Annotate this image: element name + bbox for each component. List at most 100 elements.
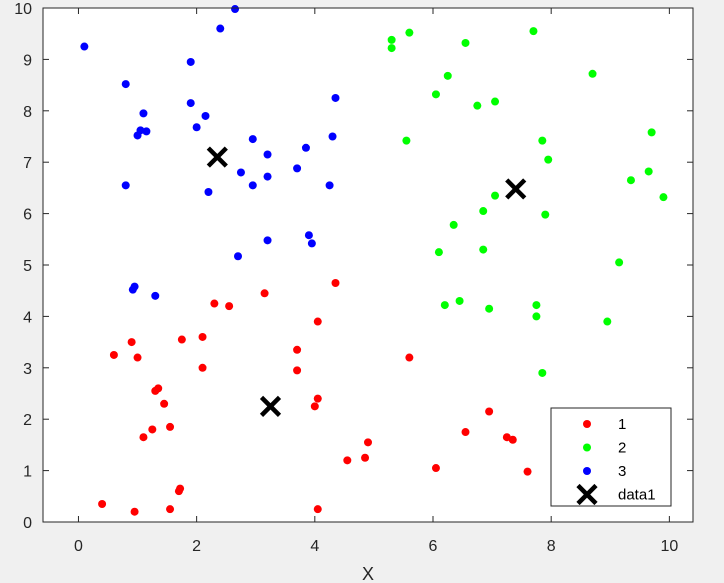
data-point-series-2 xyxy=(626,176,635,185)
data-point-series-2 xyxy=(485,304,494,313)
data-point-series-1 xyxy=(461,428,470,437)
data-points xyxy=(80,5,668,516)
data-point-series-1 xyxy=(361,453,370,462)
y-tick-label: 10 xyxy=(14,1,32,18)
data-point-series-2 xyxy=(449,220,458,229)
data-point-series-3 xyxy=(234,252,242,261)
data-point-series-2 xyxy=(588,69,597,78)
data-point-series-3 xyxy=(139,109,148,118)
centroid-marker xyxy=(206,146,228,168)
data-point-series-3 xyxy=(231,5,240,14)
y-tick-label: 5 xyxy=(23,258,32,275)
data-point-series-1 xyxy=(166,422,175,431)
data-point-series-1 xyxy=(139,433,148,442)
y-tick-label: 3 xyxy=(23,361,32,378)
x-tick-label: 8 xyxy=(547,538,556,555)
legend: 1 2 3 data1 xyxy=(550,407,672,507)
data-point-series-3 xyxy=(192,123,201,132)
legend-label: data1 xyxy=(618,487,656,504)
data-point-series-3 xyxy=(121,80,130,89)
data-point-series-1 xyxy=(176,484,185,493)
centroid-marker xyxy=(259,395,282,417)
legend-label: 1 xyxy=(618,416,626,433)
data-point-series-1 xyxy=(210,299,219,308)
data-point-series-3 xyxy=(186,57,195,66)
y-tick-label: 6 xyxy=(23,207,32,224)
legend-label: 2 xyxy=(618,440,626,457)
data-point-series-3 xyxy=(201,111,210,120)
data-point-series-1 xyxy=(485,407,494,416)
data-point-series-2 xyxy=(440,301,449,310)
data-point-series-3 xyxy=(263,150,272,159)
data-point-series-1 xyxy=(151,386,160,395)
data-point-series-1 xyxy=(508,435,517,444)
x-axis-label: X xyxy=(362,564,374,583)
data-point-series-2 xyxy=(455,296,464,305)
legend-marker-1 xyxy=(583,420,591,428)
data-point-series-3 xyxy=(236,168,245,177)
data-point-series-2 xyxy=(387,35,396,44)
data-point-series-1 xyxy=(98,500,107,509)
x-tick-label: 6 xyxy=(429,538,438,555)
data-point-series-1 xyxy=(225,302,234,311)
data-point-series-2 xyxy=(431,90,440,99)
data-point-series-1 xyxy=(109,350,118,359)
data-point-series-2 xyxy=(532,301,541,310)
data-point-series-2 xyxy=(473,101,482,110)
data-point-series-2 xyxy=(644,167,653,176)
y-tick-label: 8 xyxy=(23,104,32,121)
data-point-series-3 xyxy=(133,131,142,140)
data-point-series-2 xyxy=(532,312,541,321)
data-point-series-1 xyxy=(166,505,175,514)
y-tick-label: 9 xyxy=(23,52,32,69)
data-point-series-2 xyxy=(615,258,624,267)
data-point-series-3 xyxy=(304,231,313,240)
data-point-series-1 xyxy=(260,289,269,298)
data-point-series-3 xyxy=(186,99,195,108)
data-point-series-1 xyxy=(431,464,440,473)
y-tick-label: 0 xyxy=(23,515,32,532)
data-point-series-3 xyxy=(216,24,225,33)
data-point-series-1 xyxy=(293,366,302,375)
data-point-series-2 xyxy=(659,193,668,202)
axis-ticks: 0 2 4 6 8 10 0 1 2 3 4 5 6 7 8 9 10 xyxy=(14,1,693,555)
data-point-series-2 xyxy=(434,248,443,257)
legend-marker-data1 xyxy=(576,483,598,506)
x-tick-label: 0 xyxy=(74,538,83,555)
data-point-series-3 xyxy=(142,127,151,136)
y-tick-label: 7 xyxy=(23,155,32,172)
data-point-series-3 xyxy=(80,42,89,51)
data-point-series-1 xyxy=(310,402,319,411)
data-point-series-2 xyxy=(491,97,500,106)
data-point-series-3 xyxy=(307,239,316,248)
data-point-series-3 xyxy=(263,172,272,181)
data-point-series-2 xyxy=(538,368,547,377)
data-point-series-3 xyxy=(204,188,213,197)
data-point-series-1 xyxy=(331,278,340,287)
data-point-series-3 xyxy=(325,181,334,190)
data-point-series-2 xyxy=(544,155,553,164)
data-point-series-1 xyxy=(148,425,157,434)
data-point-series-2 xyxy=(461,38,470,47)
y-tick-label: 2 xyxy=(23,412,32,429)
data-point-series-2 xyxy=(491,191,500,200)
data-point-series-1 xyxy=(364,438,372,447)
data-point-series-1 xyxy=(343,456,352,465)
data-point-series-3 xyxy=(293,164,302,173)
legend-marker-2 xyxy=(583,443,591,452)
data-point-series-2 xyxy=(402,136,411,145)
data-point-series-1 xyxy=(523,467,532,476)
y-tick-label: 4 xyxy=(23,309,32,326)
data-point-series-2 xyxy=(541,210,550,219)
data-point-series-2 xyxy=(603,317,612,326)
centroid-marker xyxy=(505,178,527,200)
data-point-series-1 xyxy=(133,353,142,362)
data-point-series-2 xyxy=(387,44,396,53)
x-tick-label: 2 xyxy=(192,538,201,555)
y-tick-label: 1 xyxy=(23,464,32,481)
data-point-series-1 xyxy=(130,507,139,516)
data-point-series-3 xyxy=(128,285,137,294)
data-point-series-1 xyxy=(405,353,414,362)
data-point-series-2 xyxy=(443,71,452,80)
